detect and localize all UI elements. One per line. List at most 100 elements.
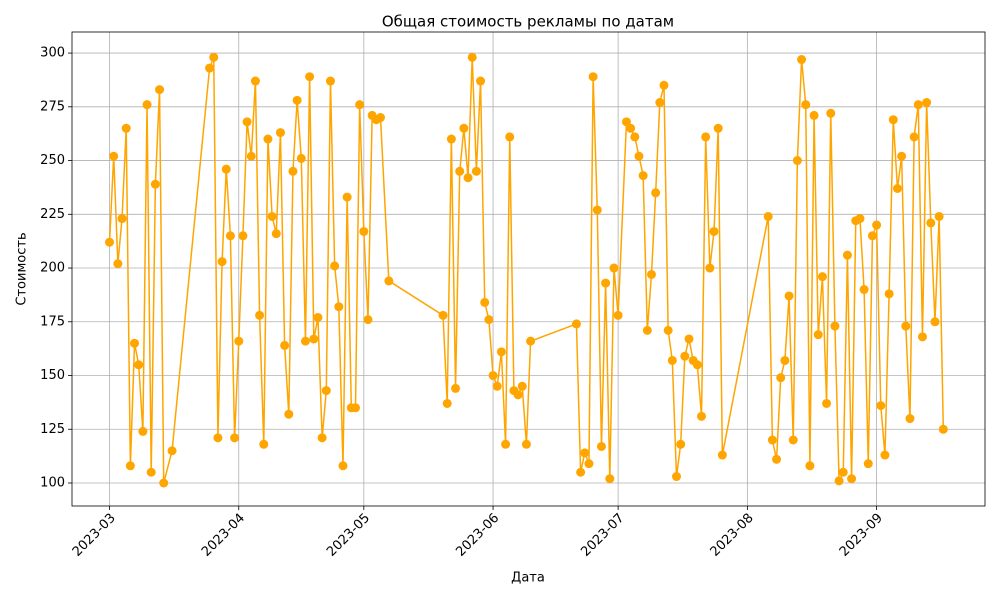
- data-point: [884, 289, 894, 299]
- data-point: [867, 231, 877, 241]
- data-point: [492, 381, 502, 391]
- data-point: [817, 272, 827, 282]
- x-tick-label: 2023-03: [70, 511, 119, 560]
- data-point: [334, 302, 344, 312]
- data-line: [108, 57, 945, 484]
- data-point: [321, 386, 331, 396]
- data-point: [359, 226, 369, 236]
- data-point: [667, 355, 677, 365]
- data-point: [263, 134, 273, 144]
- y-tick-label: 225: [40, 207, 65, 222]
- data-point: [601, 278, 611, 288]
- data-point: [330, 261, 340, 271]
- data-point: [517, 381, 527, 391]
- data-point: [630, 132, 640, 142]
- data-point: [847, 474, 857, 484]
- data-point: [588, 72, 598, 82]
- data-point: [763, 211, 773, 221]
- data-point: [705, 263, 715, 273]
- data-point: [338, 461, 348, 471]
- data-point: [317, 433, 327, 443]
- data-point: [463, 173, 473, 183]
- data-point: [209, 52, 219, 62]
- data-point: [213, 433, 223, 443]
- data-point: [584, 459, 594, 469]
- data-point: [613, 310, 623, 320]
- data-point: [701, 132, 711, 142]
- data-point: [609, 263, 619, 273]
- data-point: [863, 459, 873, 469]
- data-point: [234, 336, 244, 346]
- data-point: [596, 441, 606, 451]
- y-axis-label: Стоимость: [15, 232, 30, 305]
- data-point: [125, 461, 135, 471]
- data-point: [138, 426, 148, 436]
- data-point: [109, 151, 119, 161]
- y-tick-label: 250: [40, 153, 65, 168]
- data-point: [697, 411, 707, 421]
- data-point: [150, 179, 160, 189]
- data-point: [842, 250, 852, 260]
- data-point: [938, 424, 948, 434]
- data-point: [692, 360, 702, 370]
- data-point: [676, 439, 686, 449]
- data-point: [909, 132, 919, 142]
- data-point: [830, 321, 840, 331]
- data-point: [717, 450, 727, 460]
- data-point: [571, 319, 581, 329]
- data-point: [296, 153, 306, 163]
- y-tick-label: 300: [40, 46, 65, 61]
- data-point: [792, 156, 802, 166]
- data-point: [363, 315, 373, 325]
- data-point: [901, 321, 911, 331]
- data-point: [880, 450, 890, 460]
- data-point: [484, 315, 494, 325]
- data-point: [255, 310, 265, 320]
- data-point: [934, 211, 944, 221]
- data-point: [634, 151, 644, 161]
- data-point: [225, 231, 235, 241]
- data-point: [713, 123, 723, 133]
- data-point: [288, 166, 298, 176]
- data-point: [280, 340, 290, 350]
- data-point: [930, 317, 940, 327]
- data-point: [325, 76, 335, 86]
- data-point: [467, 52, 477, 62]
- data-point: [576, 467, 586, 477]
- data-point: [834, 476, 844, 486]
- x-tick-label: 2023-04: [199, 511, 248, 560]
- data-point: [238, 231, 248, 241]
- data-point: [167, 446, 177, 456]
- data-point: [809, 110, 819, 120]
- data-point: [646, 269, 656, 279]
- data-point: [826, 108, 836, 118]
- data-point: [342, 192, 352, 202]
- x-tick-label: 2023-06: [453, 511, 502, 560]
- data-point: [117, 214, 127, 224]
- data-point: [480, 297, 490, 307]
- data-point: [142, 100, 152, 110]
- x-tick-label: 2023-09: [837, 511, 886, 560]
- data-point: [767, 435, 777, 445]
- data-point: [805, 461, 815, 471]
- data-point: [130, 338, 140, 348]
- data-point: [384, 276, 394, 286]
- data-point: [855, 214, 865, 224]
- data-point: [621, 117, 631, 127]
- data-point: [476, 76, 486, 86]
- data-point: [801, 100, 811, 110]
- data-point: [496, 347, 506, 357]
- data-point: [275, 128, 285, 138]
- data-point: [872, 220, 882, 230]
- data-point: [905, 414, 915, 424]
- data-point: [913, 100, 923, 110]
- data-point: [284, 409, 294, 419]
- data-point: [680, 351, 690, 361]
- data-point: [134, 360, 144, 370]
- data-point: [788, 435, 798, 445]
- x-tick-label: 2023-08: [708, 511, 757, 560]
- data-point: [242, 117, 252, 127]
- y-tick-label: 175: [40, 314, 65, 329]
- data-point: [246, 151, 256, 161]
